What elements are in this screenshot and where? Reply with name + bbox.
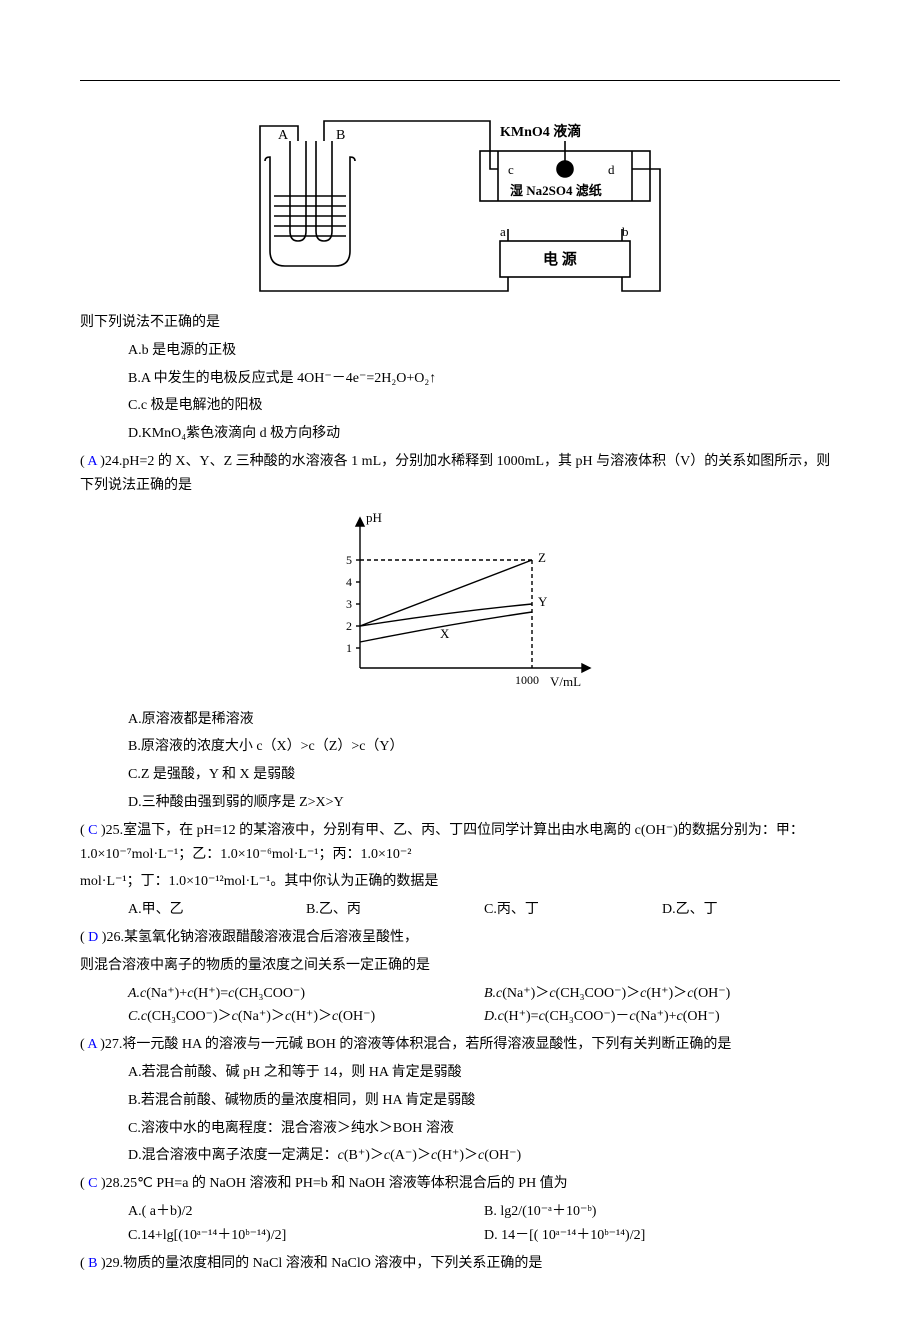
q25-opt-B: B.乙、丙 [306,898,484,922]
q24-answer: A [87,454,96,469]
svg-text:1000: 1000 [515,673,539,687]
q25-opt-C: C.丙、丁 [484,898,662,922]
q24-opt-D: D.三种酸由强到弱的顺序是 Z>X>Y [80,791,840,815]
q23-opt-C: C.c 极是电解池的阳极 [80,394,840,418]
xlabel: V/mL [550,674,581,689]
q25-options: A.甲、乙 B.乙、丙 C.丙、丁 D.乙、丁 [80,898,840,922]
label-power: 电 源 [543,250,577,268]
svg-text:Z: Z [538,550,546,565]
q28-stem: ( C )28.25℃ PH=a 的 NaOH 溶液和 PH=b 和 NaOH … [80,1172,840,1196]
q23-lead: 则下列说法不正确的是 [80,311,840,335]
q28-opt-D: D. 14－[( 10ᵃ⁻¹⁴＋10ᵇ⁻¹⁴)/2] [484,1224,840,1248]
q28-opt-C: C.14+lg[(10ᵃ⁻¹⁴＋10ᵇ⁻¹⁴)/2] [128,1224,484,1248]
figure-electrolysis: A B KMnO4 液滴 c d 湿 Na2SO4 滤纸 电 源 a b [250,111,670,301]
label-B: B [336,128,345,143]
q23-opt-B: B.A 中发生的电极反应式是 4OH⁻－4e⁻=2H₂O+O₂↑ [80,367,840,391]
svg-text:4: 4 [346,575,352,589]
q27-opt-A: A.若混合前酸、碱 pH 之和等于 14，则 HA 肯定是弱酸 [80,1061,840,1085]
q26-stem1: ( D )26.某氢氧化钠溶液跟醋酸溶液混合后溶液呈酸性， [80,926,840,950]
q26-opt-B: B.c(Na⁺)＞c(CH₃COO⁻)＞c(H⁺)＞c(OH⁻) [484,982,840,1006]
svg-text:X: X [440,626,450,641]
q26-options-row2: C.c(CH₃COO⁻)＞c(Na⁺)＞c(H⁺)＞c(OH⁻) D.c(H⁺)… [80,1005,840,1029]
q24-opt-C: C.Z 是强酸，Y 和 X 是弱酸 [80,763,840,787]
svg-text:2: 2 [346,619,352,633]
svg-text:1: 1 [346,641,352,655]
q23-opt-A: A.b 是电源的正极 [80,339,840,363]
q27-opt-B: B.若混合前酸、碱物质的量浓度相同，则 HA 肯定是弱酸 [80,1089,840,1113]
q27-answer: A [87,1037,96,1052]
page-rule [80,80,840,81]
q25-answer: C [88,823,97,838]
q27-stem: ( A )27.将一元酸 HA 的溶液与一元碱 BOH 的溶液等体积混合，若所得… [80,1033,840,1057]
q24-stem: ( A )24.pH=2 的 X、Y、Z 三种酸的水溶液各 1 mL，分别加水稀… [80,450,840,498]
q26-opt-C: C.c(CH₃COO⁻)＞c(Na⁺)＞c(H⁺)＞c(OH⁻) [128,1005,484,1029]
q25-stem1: ( C )25.室温下，在 pH=12 的某溶液中，分别有甲、乙、丙、丁四位同学… [80,819,840,867]
q29-stem: ( B )29.物质的量浓度相同的 NaCl 溶液和 NaClO 溶液中，下列关… [80,1252,840,1276]
ylabel: pH [366,510,382,525]
q26-stem2: 则混合溶液中离子的物质的量浓度之间关系一定正确的是 [80,954,840,978]
q26-opt-A: A.c(Na⁺)+c(H⁺)=c(CH₃COO⁻) [128,982,484,1006]
q24-opt-A: A.原溶液都是稀溶液 [80,708,840,732]
q28-options-row1: A.( a＋b)/2 B. lg2/(10⁻ᵃ＋10⁻ᵇ) [80,1200,840,1224]
q26-opt-D: D.c(H⁺)=c(CH₃COO⁻)－c(Na⁺)+c(OH⁻) [484,1005,840,1029]
label-c: c [508,162,514,177]
q26-answer: D [88,930,98,945]
svg-text:Y: Y [538,594,548,609]
label-A: A [278,128,289,143]
label-kmno4: KMnO4 液滴 [500,123,581,140]
q29-answer: B [88,1256,97,1271]
label-d: d [608,162,615,177]
q28-answer: C [88,1176,97,1191]
q28-options-row2: C.14+lg[(10ᵃ⁻¹⁴＋10ᵇ⁻¹⁴)/2] D. 14－[( 10ᵃ⁻… [80,1224,840,1248]
q25-opt-A: A.甲、乙 [128,898,306,922]
q25-stem2: mol·L⁻¹；丁：1.0×10⁻¹²mol·L⁻¹。其中你认为正确的数据是 [80,870,840,894]
q26-options-row1: A.c(Na⁺)+c(H⁺)=c(CH₃COO⁻) B.c(Na⁺)＞c(CH₃… [80,982,840,1006]
q28-opt-A: A.( a＋b)/2 [128,1200,484,1224]
figure-ph-chart: pH V/mL 1 2 3 4 5 1000 Z Y X [310,508,610,698]
q28-opt-B: B. lg2/(10⁻ᵃ＋10⁻ᵇ) [484,1200,840,1224]
q27-opt-D: D.混合溶液中离子浓度一定满足：c(B⁺)＞c(A⁻)＞c(H⁺)＞c(OH⁻) [80,1144,840,1168]
q24-opt-B: B.原溶液的浓度大小 c（X）>c（Z）>c（Y） [80,735,840,759]
q25-opt-D: D.乙、丁 [662,898,840,922]
label-paper: 湿 Na2SO4 滤纸 [510,183,602,198]
label-b: b [622,224,629,239]
q23-opt-D: D.KMnO₄紫色液滴向 d 极方向移动 [80,422,840,446]
svg-text:5: 5 [346,553,352,567]
svg-text:3: 3 [346,597,352,611]
q27-opt-C: C.溶液中水的电离程度：混合溶液＞纯水＞BOH 溶液 [80,1117,840,1141]
label-a: a [500,224,506,239]
